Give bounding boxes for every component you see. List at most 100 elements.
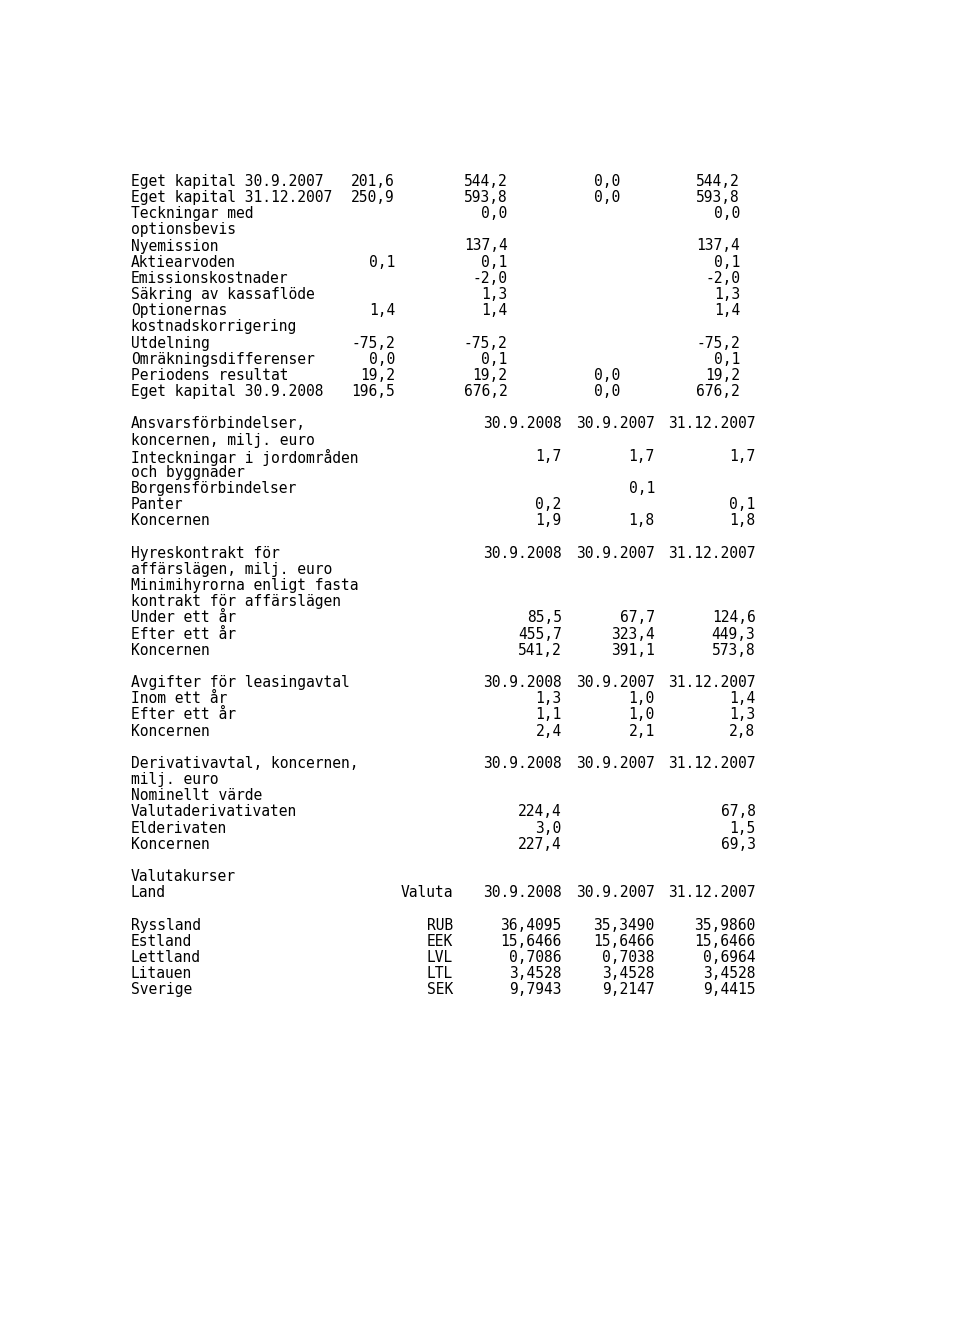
Text: 31.12.2007: 31.12.2007: [668, 416, 756, 432]
Text: 3,4528: 3,4528: [602, 966, 655, 981]
Text: 30.9.2008: 30.9.2008: [483, 545, 562, 561]
Text: Valutakurser: Valutakurser: [131, 869, 236, 884]
Text: Koncernen: Koncernen: [131, 837, 209, 852]
Text: 85,5: 85,5: [527, 611, 562, 625]
Text: Säkring av kassaflöde: Säkring av kassaflöde: [131, 287, 315, 303]
Text: 0,2: 0,2: [536, 497, 562, 512]
Text: 0,1: 0,1: [713, 255, 740, 269]
Text: 15,6466: 15,6466: [694, 934, 756, 949]
Text: -75,2: -75,2: [696, 336, 740, 351]
Text: 1,8: 1,8: [629, 513, 655, 528]
Text: 2,4: 2,4: [536, 724, 562, 738]
Text: 0,6964: 0,6964: [703, 950, 756, 965]
Text: 449,3: 449,3: [711, 627, 756, 641]
Text: 0,0: 0,0: [593, 368, 620, 383]
Text: Teckningar med: Teckningar med: [131, 207, 253, 221]
Text: 1,9: 1,9: [536, 513, 562, 528]
Text: Minimihyrorna enligt fasta: Minimihyrorna enligt fasta: [131, 579, 358, 593]
Text: 1,4: 1,4: [730, 692, 756, 706]
Text: -75,2: -75,2: [464, 336, 508, 351]
Text: och byggnader: och byggnader: [131, 465, 245, 480]
Text: 3,4528: 3,4528: [509, 966, 562, 981]
Text: 391,1: 391,1: [611, 643, 655, 657]
Text: Derivativavtal, koncernen,: Derivativavtal, koncernen,: [131, 756, 358, 770]
Text: 0,0: 0,0: [713, 207, 740, 221]
Text: 15,6466: 15,6466: [500, 934, 562, 949]
Text: 69,3: 69,3: [721, 837, 756, 852]
Text: 0,7086: 0,7086: [509, 950, 562, 965]
Text: 35,9860: 35,9860: [694, 917, 756, 933]
Text: Eget kapital 31.12.2007: Eget kapital 31.12.2007: [131, 191, 332, 205]
Text: 124,6: 124,6: [711, 611, 756, 625]
Text: Aktiearvoden: Aktiearvoden: [131, 255, 236, 269]
Text: 0,1: 0,1: [730, 497, 756, 512]
Text: kostnadskorrigering: kostnadskorrigering: [131, 320, 297, 335]
Text: 0,0: 0,0: [593, 191, 620, 205]
Text: milj. euro: milj. euro: [131, 772, 218, 786]
Text: 2,8: 2,8: [730, 724, 756, 738]
Text: 30.9.2007: 30.9.2007: [576, 756, 655, 770]
Text: Efter ett år: Efter ett år: [131, 627, 236, 641]
Text: Sverige: Sverige: [131, 982, 192, 997]
Text: Optionernas: Optionernas: [131, 303, 228, 319]
Text: 676,2: 676,2: [464, 384, 508, 399]
Text: 36,4095: 36,4095: [500, 917, 562, 933]
Text: 3,4528: 3,4528: [703, 966, 756, 981]
Text: Elderivaten: Elderivaten: [131, 821, 228, 836]
Text: 1,1: 1,1: [536, 708, 562, 722]
Text: 0,1: 0,1: [713, 352, 740, 367]
Text: 455,7: 455,7: [518, 627, 562, 641]
Text: 1,0: 1,0: [629, 692, 655, 706]
Text: 544,2: 544,2: [464, 173, 508, 189]
Text: Land: Land: [131, 885, 166, 900]
Text: 137,4: 137,4: [464, 239, 508, 253]
Text: Omräkningsdifferenser: Omräkningsdifferenser: [131, 352, 315, 367]
Text: 31.12.2007: 31.12.2007: [668, 545, 756, 561]
Text: LTL: LTL: [427, 966, 453, 981]
Text: 30.9.2008: 30.9.2008: [483, 674, 562, 690]
Text: 0,0: 0,0: [593, 173, 620, 189]
Text: 31.12.2007: 31.12.2007: [668, 885, 756, 900]
Text: 573,8: 573,8: [711, 643, 756, 657]
Text: kontrakt för affärslägen: kontrakt för affärslägen: [131, 595, 341, 609]
Text: 30.9.2008: 30.9.2008: [483, 416, 562, 432]
Text: affärslägen, milj. euro: affärslägen, milj. euro: [131, 563, 332, 577]
Text: 1,3: 1,3: [730, 708, 756, 722]
Text: SEK: SEK: [427, 982, 453, 997]
Text: 31.12.2007: 31.12.2007: [668, 756, 756, 770]
Text: 19,2: 19,2: [472, 368, 508, 383]
Text: Nyemission: Nyemission: [131, 239, 218, 253]
Text: LVL: LVL: [427, 950, 453, 965]
Text: Emissionskostnader: Emissionskostnader: [131, 271, 288, 285]
Text: Eget kapital 30.9.2007: Eget kapital 30.9.2007: [131, 173, 324, 189]
Text: 30.9.2007: 30.9.2007: [576, 416, 655, 432]
Text: 30.9.2007: 30.9.2007: [576, 885, 655, 900]
Text: 323,4: 323,4: [611, 627, 655, 641]
Text: 67,7: 67,7: [620, 611, 655, 625]
Text: 9,4415: 9,4415: [703, 982, 756, 997]
Text: Valuta: Valuta: [400, 885, 453, 900]
Text: 9,2147: 9,2147: [602, 982, 655, 997]
Text: 1,3: 1,3: [713, 287, 740, 303]
Text: 250,9: 250,9: [351, 191, 396, 205]
Text: optionsbevis: optionsbevis: [131, 223, 236, 237]
Text: Koncernen: Koncernen: [131, 513, 209, 528]
Text: 19,2: 19,2: [360, 368, 396, 383]
Text: 676,2: 676,2: [696, 384, 740, 399]
Text: -75,2: -75,2: [351, 336, 396, 351]
Text: Efter ett år: Efter ett år: [131, 708, 236, 722]
Text: 0,7038: 0,7038: [602, 950, 655, 965]
Text: 30.9.2008: 30.9.2008: [483, 756, 562, 770]
Text: 137,4: 137,4: [696, 239, 740, 253]
Text: Koncernen: Koncernen: [131, 724, 209, 738]
Text: 31.12.2007: 31.12.2007: [668, 674, 756, 690]
Text: 544,2: 544,2: [696, 173, 740, 189]
Text: 0,1: 0,1: [369, 255, 396, 269]
Text: Borgensförbindelser: Borgensförbindelser: [131, 481, 297, 496]
Text: Valutaderivativaten: Valutaderivativaten: [131, 804, 297, 820]
Text: 227,4: 227,4: [518, 837, 562, 852]
Text: 593,8: 593,8: [696, 191, 740, 205]
Text: 593,8: 593,8: [464, 191, 508, 205]
Text: 1,4: 1,4: [713, 303, 740, 319]
Text: 224,4: 224,4: [518, 804, 562, 820]
